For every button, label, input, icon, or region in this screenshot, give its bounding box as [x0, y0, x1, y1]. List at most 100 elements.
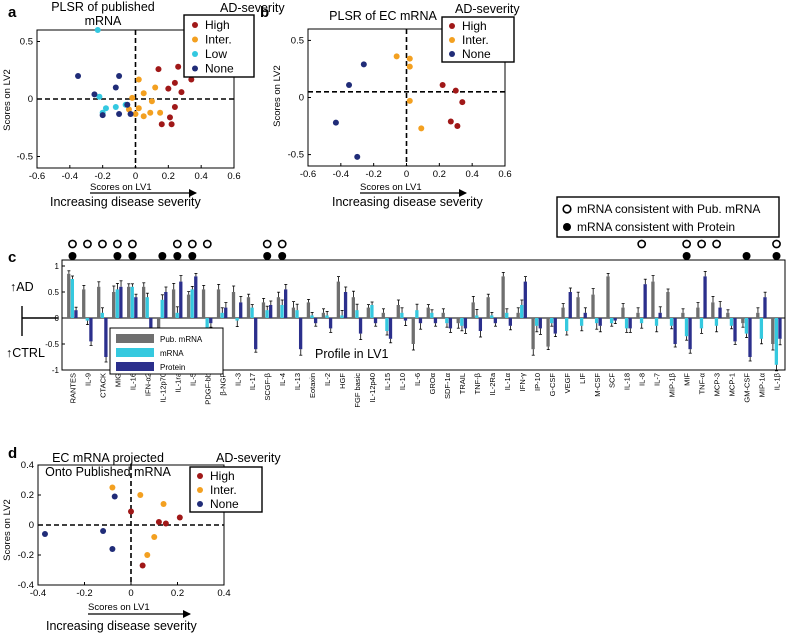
bar-protein-il-5 [194, 276, 198, 318]
bar-pub-mrna-il-8 [636, 312, 640, 318]
point-high [168, 121, 175, 128]
panel-b: b PLSR of EC mRNA AD-severity -0.6 -0.4 -0… [260, 2, 520, 209]
bar-mrna-il-4 [280, 305, 284, 318]
point-inter [393, 53, 400, 60]
point-high [166, 114, 173, 121]
legend-swatch-protein [116, 362, 154, 371]
panel-label-b: b [260, 4, 269, 21]
point-inter [406, 63, 413, 70]
bar-pub-mrna-ngf [216, 289, 221, 318]
bar-protein-il-15 [388, 318, 393, 339]
point-high [171, 79, 178, 86]
open-marker-il-8 [637, 239, 647, 249]
panel-d-xlabel: Scores on LV1 [88, 602, 150, 613]
bar-protein-il-10 [403, 318, 408, 321]
panel-label-d: d [8, 445, 17, 462]
bar-protein-il-16 [134, 297, 138, 318]
bar-protein-il-9 [89, 318, 93, 342]
point-high [128, 508, 134, 515]
point-inter [160, 501, 167, 507]
bar-protein-mcp-1 [733, 318, 737, 342]
x-tick-label: -0.4 [62, 171, 78, 182]
category-label-il-12p40: IL-12p40 [368, 373, 377, 403]
y-tick-label: 0 [28, 94, 33, 105]
open-marker-ctack [98, 239, 107, 249]
bar-mrna-fgf-basic [355, 310, 359, 318]
legend-swatch-pub-mrna [116, 334, 154, 343]
bar-pub-mrna-ifn [516, 312, 520, 318]
panel-d-ylabel: Scores on LV2 [2, 499, 13, 561]
open-marker-il-9 [83, 239, 92, 249]
filled-marker-mig [113, 252, 122, 260]
bar-mrna-g-csf [550, 318, 554, 324]
legend-label-high: High [462, 19, 487, 33]
bar-pub-mrna-mip-1 [756, 312, 760, 318]
open-marker-pdgf-bb [202, 239, 212, 249]
point-high [188, 76, 195, 83]
open-marker-il-16 [128, 239, 137, 249]
point-high [447, 118, 454, 125]
bar-mrna-il-7 [654, 318, 659, 326]
category-label-gm-csf: GM-CSF [743, 373, 752, 403]
consistency-protein-label: mRNA consistent with Protein [577, 220, 735, 234]
bar-protein-il-2ra [493, 318, 498, 324]
point-inter [137, 492, 144, 498]
category-label-il-3: IL-3 [233, 373, 242, 386]
bar-mrna-il-3 [235, 318, 239, 321]
category-label-ifn-2: IFN-α2 [143, 373, 152, 396]
point-inter [147, 109, 154, 116]
panel-a: a PLSR of published mRNA AD-severity -0.… [2, 0, 285, 209]
filled-marker-gm-csf [742, 252, 751, 260]
bar-pub-mrna-ctack [97, 286, 101, 318]
bar-mrna-ip-10 [535, 318, 539, 326]
open-marker-il-1ra [172, 239, 182, 249]
category-label-trail: TRAIL [458, 373, 467, 394]
bar-protein-il-1ra [179, 281, 183, 318]
legend-label-pub-mrna: Pub. mRNA [160, 335, 203, 344]
bar-mrna-gm-csf [744, 318, 749, 334]
panel-a-legend-title: AD-severity [220, 1, 285, 15]
filled-marker-il-1ra [173, 252, 182, 260]
bar-protein-ctack [104, 318, 108, 357]
category-label-il-18: IL-18 [623, 373, 632, 390]
point-high [155, 519, 162, 525]
bar-pub-mrna-mif [681, 312, 685, 318]
bar-protein-il-18 [628, 318, 632, 329]
bar-mrna-il-15 [385, 318, 389, 331]
panel-a-title-line-1: PLSR of published [51, 0, 155, 14]
category-label-m-csf: M-CSF [593, 373, 602, 397]
bar-protein-il-13 [298, 318, 303, 350]
bar-mrna-il-2 [325, 315, 329, 318]
category-label-mip-1: MIP-1α [758, 372, 767, 397]
point-inter [144, 552, 151, 558]
c-y-tick-label: -0.5 [45, 340, 59, 349]
open-marker-mcp-3 [712, 239, 721, 249]
category-label-ip-10: IP-10 [533, 373, 542, 391]
category-label-pdgf-bb: PDGF-bb [203, 373, 212, 405]
x-tick-label: -0.2 [76, 588, 92, 599]
bar-pub-mrna-lif [576, 297, 580, 318]
x-tick-label: 0.4 [195, 171, 208, 182]
bar-mrna-ifn-2 [145, 297, 149, 318]
bar-mrna-il-5 [190, 289, 194, 318]
category-label-il-2ra: IL-2Ra [488, 372, 497, 395]
point-low [96, 93, 103, 100]
bar-protein-eotaxin [313, 318, 318, 324]
bar-mrna-il-1 [774, 318, 779, 365]
bar-protein-hgf [343, 292, 348, 318]
bar-mrna-il-6 [415, 310, 419, 318]
category-label-g-csf: G-CSF [548, 373, 557, 397]
bar-protein-g-csf [553, 318, 557, 334]
y-tick-label: 0.5 [291, 35, 304, 46]
bar-pub-mrna-hgf [336, 281, 341, 318]
bar-mrna-mcp-1 [729, 318, 734, 326]
y-tick-label: 0.2 [21, 490, 34, 501]
point-inter [418, 125, 425, 132]
point-high [171, 104, 178, 111]
bar-protein-scgf [269, 305, 273, 318]
x-tick-label: -0.6 [300, 169, 316, 180]
point-none [112, 84, 119, 91]
bar-pub-mrna-g-csf [546, 318, 550, 347]
